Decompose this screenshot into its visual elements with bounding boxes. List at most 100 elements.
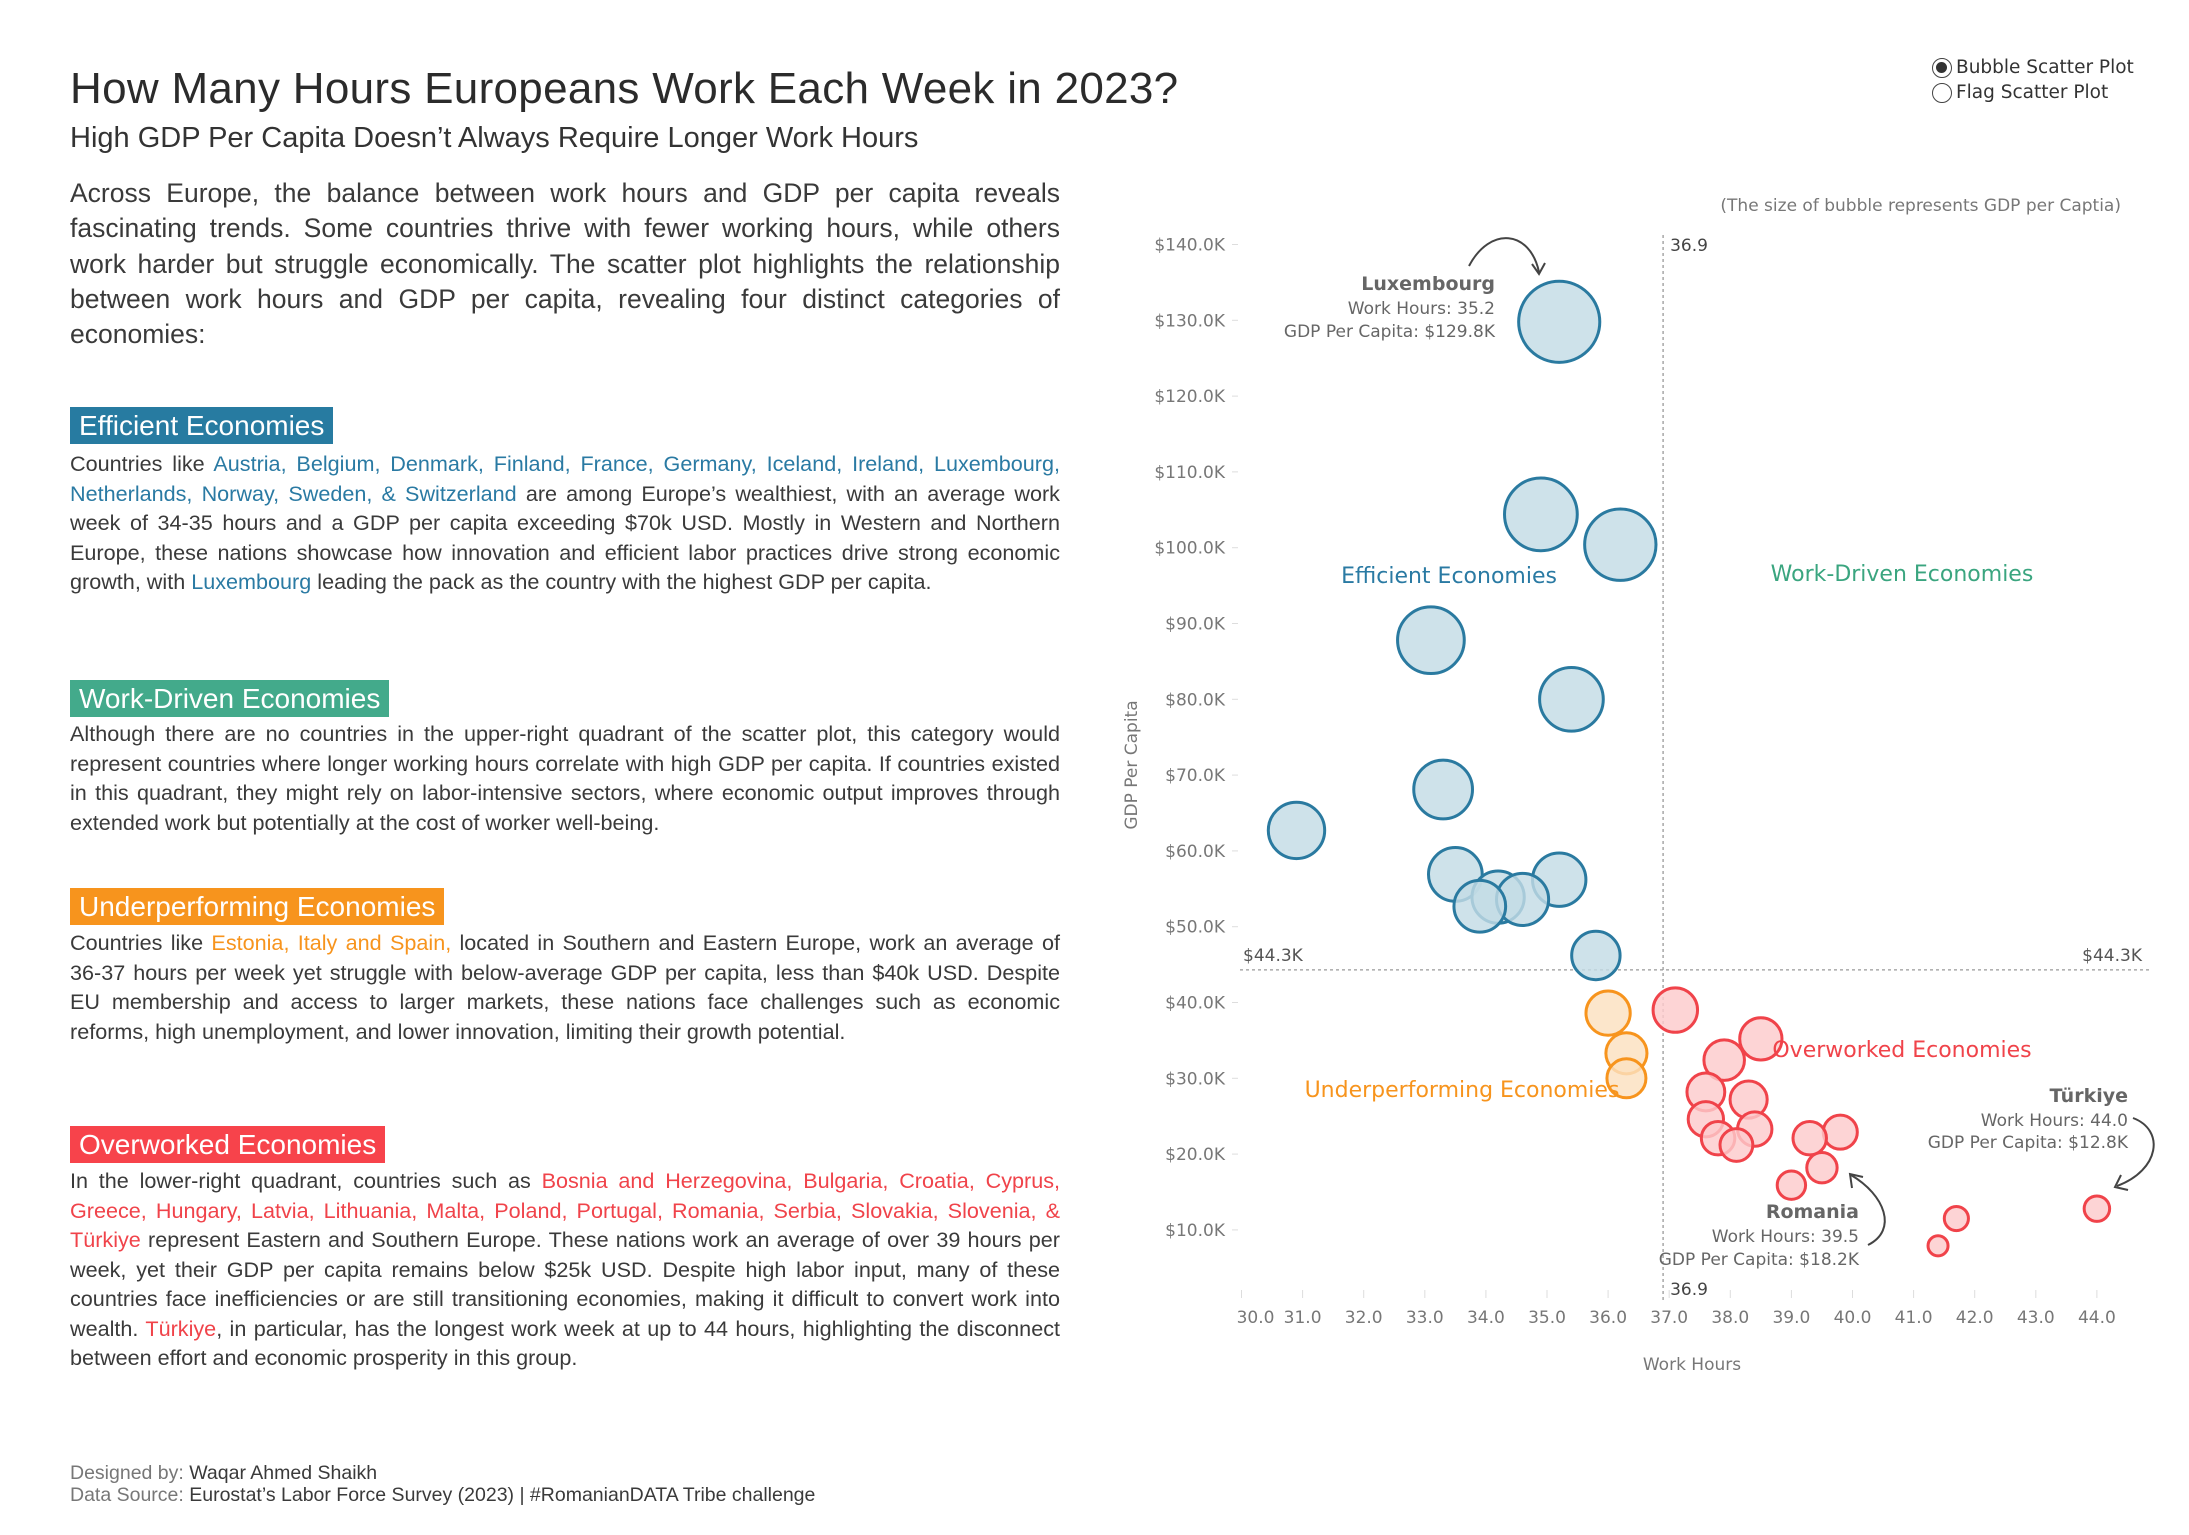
annotation-gdp: GDP Per Capita: $12.8K — [1928, 1133, 2129, 1153]
x-tick-label: 40.0 — [1834, 1308, 1872, 1328]
annotation-gdp: GDP Per Capita: $129.8K — [1284, 322, 1496, 342]
bubble-overworked — [1702, 1038, 1746, 1082]
y-tick-label: $30.0K — [1165, 1069, 1226, 1089]
bubble-overworked — [1805, 1151, 1839, 1185]
y-tick-label: $100.0K — [1154, 539, 1225, 559]
bubble-efficient — [1412, 758, 1475, 821]
overworked-header: Overworked Economies — [70, 1126, 386, 1163]
y-tick-label: $110.0K — [1154, 463, 1225, 483]
underperforming-body: Countries like Estonia, Italy and Spain,… — [70, 928, 1060, 1046]
x-tick-label: 33.0 — [1406, 1308, 1444, 1328]
bubble-efficient — [1570, 929, 1622, 982]
work-driven-body: Although there are no countries in the u… — [70, 721, 1060, 835]
y-tick-label: $40.0K — [1165, 994, 1226, 1014]
avg-hours-label-top: 36.9 — [1670, 236, 1708, 256]
designer-credit: Designed by: Waqar Ahmed Shaikh — [70, 1462, 815, 1484]
y-tick-label: $90.0K — [1165, 615, 1226, 635]
radio-label: Bubble Scatter Plot — [1956, 57, 2134, 78]
annotation-turkiye: Türkiye Work Hours: 44.0 GDP Per Capita:… — [1928, 1085, 2155, 1191]
designer-name: Waqar Ahmed Shaikh — [189, 1462, 378, 1484]
x-tick-label: 32.0 — [1345, 1308, 1383, 1328]
y-tick-label: $130.0K — [1154, 311, 1225, 331]
x-tick-label: 31.0 — [1284, 1308, 1322, 1328]
text: Countries like — [70, 930, 212, 955]
y-tick-label: $60.0K — [1165, 842, 1226, 862]
efficient-body: Countries like Austria, Belgium, Denmark… — [70, 449, 1060, 597]
bubble-efficient — [1452, 878, 1508, 934]
arrow-icon — [2116, 1117, 2155, 1187]
x-tick-label: 30.0 — [1237, 1308, 1275, 1328]
bubble-overworked — [1791, 1119, 1828, 1157]
designer-label: Designed by: — [70, 1462, 190, 1484]
avg-gdp-label-left: $44.3K — [1243, 946, 1304, 966]
bubble-efficient — [1538, 665, 1605, 733]
x-tick-label: 43.0 — [2017, 1308, 2055, 1328]
annotation-name: Romania — [1766, 1201, 1859, 1223]
arrowhead-icon — [1848, 1172, 1864, 1189]
annotation-name: Türkiye — [2050, 1085, 2128, 1107]
text: are among Europe’s wealthiest, with an a… — [70, 480, 1060, 595]
text: Countries like — [70, 451, 214, 476]
efficient-header: Efficient Economies — [70, 407, 334, 444]
radio-flag-scatter[interactable]: Flag Scatter Plot — [1932, 82, 2108, 103]
radio-unselected-icon[interactable] — [1932, 82, 1952, 103]
footer: Designed by: Waqar Ahmed Shaikh Data Sou… — [70, 1462, 815, 1506]
bubble-efficient — [1517, 279, 1602, 364]
y-tick-label: $20.0K — [1165, 1145, 1226, 1165]
y-tick-label: $70.0K — [1165, 766, 1226, 786]
underperforming-header: Underperforming Economies — [70, 888, 445, 925]
bubble-overworked — [1775, 1169, 1808, 1201]
bubble-overworked — [1926, 1234, 1950, 1258]
bubble-underperforming — [1605, 1057, 1648, 1100]
data-source: Data Source: Eurostat’s Labor Force Surv… — [70, 1484, 815, 1506]
avg-hours-label-bottom: 36.9 — [1670, 1280, 1708, 1300]
radio-label: Flag Scatter Plot — [1956, 82, 2109, 103]
y-tick-label: $10.0K — [1165, 1221, 1226, 1241]
bubble-overworked — [1821, 1113, 1859, 1151]
page-subtitle: High GDP Per Capita Doesn’t Always Requi… — [70, 122, 919, 154]
highlight-luxembourg: Luxembourg — [191, 569, 312, 594]
text: located in Southern and Eastern Europe, … — [70, 930, 1060, 1044]
x-axis-title: Work Hours — [1643, 1355, 1741, 1375]
quadrant-label-work-driven: Work-Driven Economies — [1771, 562, 2034, 587]
x-tick-label: 38.0 — [1711, 1308, 1749, 1328]
arrowhead-icon — [1531, 262, 1546, 276]
y-tick-label: $140.0K — [1154, 236, 1225, 256]
x-tick-label: 37.0 — [1650, 1308, 1688, 1328]
overworked-country-list: Bosnia and Herzegovina, Bulgaria, Croati… — [70, 1168, 1060, 1252]
bubble-underperforming — [1584, 989, 1632, 1037]
annotation-hours: Work Hours: 39.5 — [1712, 1227, 1859, 1247]
quadrant-label-overworked: Overworked Economies — [1772, 1038, 2031, 1063]
intro-paragraph: Across Europe, the balance between work … — [70, 178, 1060, 350]
annotation-luxembourg: Luxembourg Work Hours: 35.2 GDP Per Capi… — [1284, 237, 1546, 342]
annotation-hours: Work Hours: 44.0 — [1981, 1111, 2128, 1131]
text: represent Eastern and Southern Europe. T… — [70, 1227, 1060, 1341]
overworked-body: In the lower-right quadrant, countries s… — [70, 1166, 1060, 1373]
x-tick-label: 34.0 — [1467, 1308, 1505, 1328]
arrow-icon — [1468, 237, 1540, 273]
bubble-overworked — [1942, 1204, 1970, 1233]
y-axis-title: GDP Per Capita — [1122, 700, 1142, 829]
bubble-overworked — [2082, 1194, 2112, 1223]
bubble-efficient — [1503, 476, 1579, 553]
radio-selected-icon[interactable] — [1932, 57, 1952, 78]
y-tick-label: $120.0K — [1154, 387, 1225, 407]
bubble-overworked — [1738, 1016, 1784, 1062]
arrow-icon — [1850, 1174, 1886, 1246]
source-value: Eurostat’s Labor Force Survey (2023) | #… — [189, 1484, 816, 1506]
text: In the lower-right quadrant, countries s… — [70, 1168, 542, 1193]
bubble-overworked — [1651, 986, 1700, 1034]
page-title: How Many Hours Europeans Work Each Week … — [70, 64, 1179, 113]
x-tick-label: 41.0 — [1895, 1308, 1933, 1328]
quadrant-label-efficient: Efficient Economies — [1341, 564, 1557, 589]
bubble-size-note: (The size of bubble represents GDP per C… — [1720, 196, 2121, 216]
annotation-romania: Romania Work Hours: 39.5 GDP Per Capita:… — [1659, 1172, 1886, 1270]
y-tick-label: $80.0K — [1165, 690, 1226, 710]
text: leading the pack as the country with the… — [311, 569, 932, 594]
efficient-country-list: Austria, Belgium, Denmark, Finland, Fran… — [70, 451, 1061, 506]
text: , in particular, has the longest work we… — [70, 1315, 1060, 1371]
radio-bubble-scatter[interactable]: Bubble Scatter Plot — [1932, 57, 2134, 78]
bubble-efficient — [1266, 800, 1327, 861]
quadrant-label-underperforming: Underperforming Economies — [1305, 1078, 1620, 1103]
